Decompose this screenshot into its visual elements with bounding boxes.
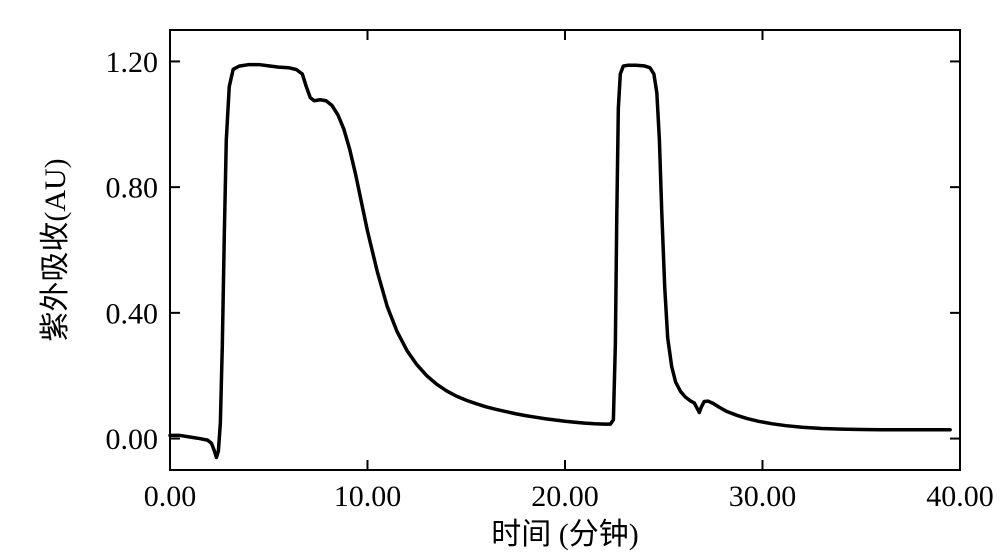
series-0 <box>170 65 950 458</box>
chart-container: 0.00 10.00 20.00 30.00 40.00 0.00 0.40 0.80 1.20… <box>0 0 1000 556</box>
x-tick-label: 0.00 <box>144 480 197 513</box>
plot-frame <box>170 30 960 470</box>
y-tick-label: 1.20 <box>106 46 159 79</box>
y-tick-label: 0.00 <box>106 423 159 456</box>
x-tick-label: 30.00 <box>729 480 797 513</box>
line-chart: 0.00 10.00 20.00 30.00 40.00 0.00 0.40 0.80 1.20… <box>0 0 1000 556</box>
y-tick-label: 0.80 <box>106 172 159 205</box>
x-tick-label: 40.00 <box>926 480 994 513</box>
x-axis-label: 时间 (分钟) <box>491 518 638 551</box>
y-tick-label: 0.40 <box>106 297 159 330</box>
y-axis-label: 紫外吸收(AU) <box>39 158 72 341</box>
x-tick-label: 10.00 <box>334 480 402 513</box>
x-tick-label: 20.00 <box>531 480 599 513</box>
